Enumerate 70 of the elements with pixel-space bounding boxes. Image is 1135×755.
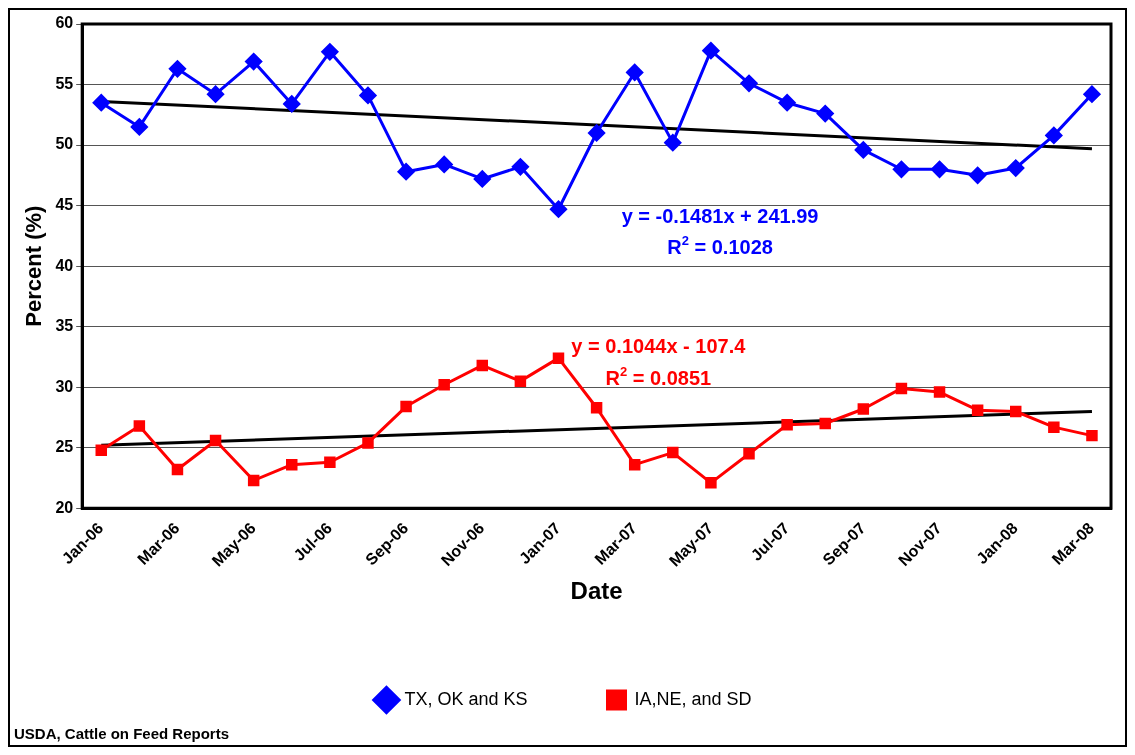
point	[321, 43, 339, 61]
y-tick-label: 20	[55, 498, 74, 516]
y-tick-label: 55	[55, 74, 74, 92]
y-tick-label: 25	[55, 438, 74, 456]
point	[286, 458, 298, 471]
point	[626, 63, 644, 81]
annotation: y = -0.1481x + 241.99	[621, 204, 819, 227]
point	[511, 158, 529, 176]
point	[971, 404, 984, 416]
point	[1007, 159, 1025, 177]
legend-label: TX, OK and KS	[404, 688, 528, 709]
point	[324, 456, 336, 468]
point	[283, 95, 301, 113]
point	[397, 163, 415, 181]
point	[740, 74, 758, 92]
point	[628, 458, 641, 471]
y-tick-label: 35	[55, 317, 74, 335]
point	[590, 402, 603, 414]
point	[435, 155, 453, 173]
point	[552, 352, 565, 364]
point	[705, 477, 717, 489]
point	[854, 141, 872, 159]
point	[514, 375, 527, 387]
point	[702, 42, 720, 60]
point	[476, 359, 489, 372]
y-tick-label: 45	[55, 196, 74, 213]
y-tick-label: 50	[55, 135, 74, 153]
point	[664, 134, 682, 152]
point	[550, 200, 567, 218]
y-tick-label: 60	[55, 14, 74, 32]
y-axis-title: Percent (%)	[21, 205, 47, 327]
point	[588, 124, 606, 142]
point	[816, 105, 834, 123]
point	[667, 446, 679, 459]
point	[247, 474, 260, 487]
point	[245, 53, 263, 71]
annotation: y = 0.1044x - 107.4	[571, 335, 747, 358]
point	[473, 170, 491, 188]
point	[133, 420, 146, 432]
point	[895, 382, 908, 395]
x-axis-title: Date	[570, 577, 623, 605]
point	[1086, 429, 1098, 442]
point	[209, 434, 222, 447]
point	[168, 60, 186, 78]
point	[171, 463, 184, 476]
point	[781, 418, 793, 431]
point	[130, 118, 148, 136]
text: USDA, Cattle on Feed Reports	[14, 725, 230, 742]
point	[207, 85, 225, 103]
y-tick-label: 30	[55, 377, 74, 395]
point	[1045, 126, 1063, 144]
point	[92, 94, 110, 112]
point	[400, 400, 412, 413]
point	[743, 448, 755, 460]
point	[933, 386, 946, 398]
point	[892, 160, 910, 178]
point	[819, 417, 831, 430]
point	[362, 437, 374, 449]
point	[95, 444, 107, 456]
point	[359, 86, 377, 104]
y-tick-label: 40	[55, 256, 74, 274]
point	[1083, 85, 1101, 103]
point	[1010, 405, 1022, 418]
point	[857, 403, 870, 415]
point	[931, 160, 949, 178]
legend-label: IA,NE, and SD	[634, 688, 752, 709]
point	[1048, 421, 1060, 433]
point	[778, 94, 796, 112]
point	[969, 166, 987, 184]
point	[438, 379, 450, 391]
